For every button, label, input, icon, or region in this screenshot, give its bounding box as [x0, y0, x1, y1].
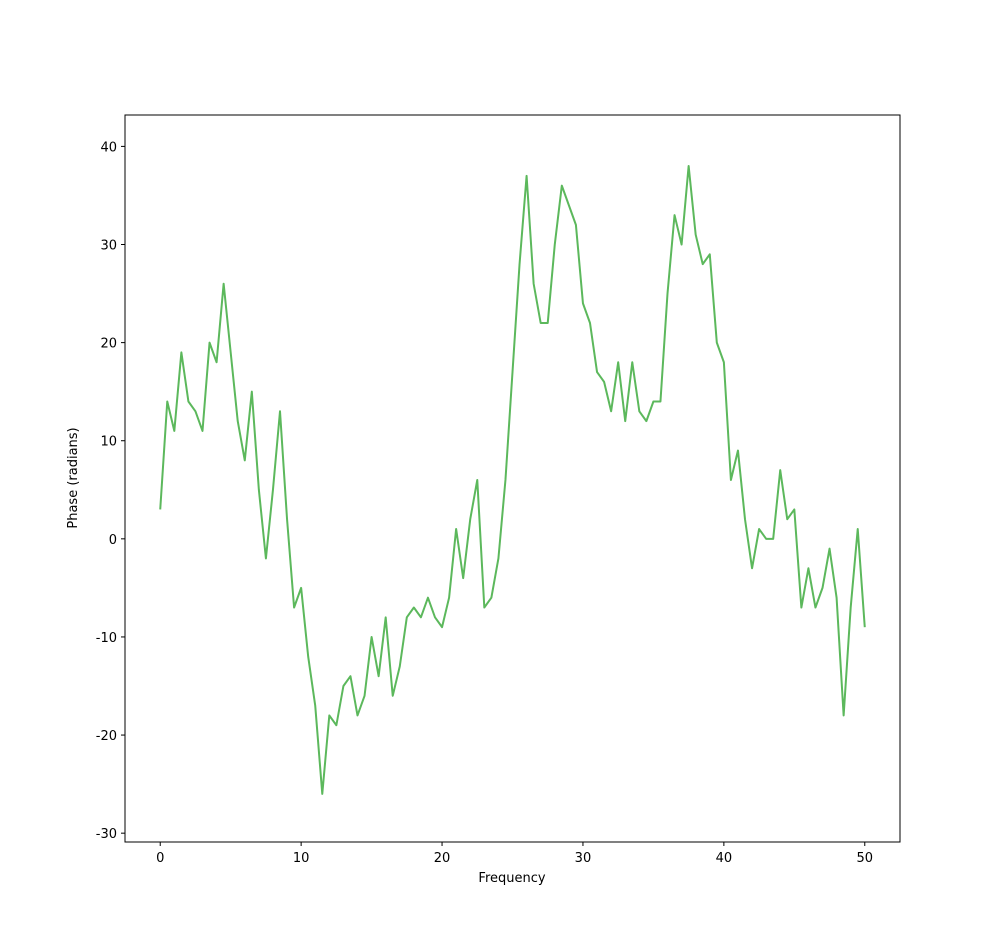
y-tick-label: -10 — [96, 631, 117, 646]
x-axis-label: Frequency — [478, 871, 545, 886]
y-tick-label: 10 — [100, 435, 117, 450]
y-axis-label: Phase (radians) — [66, 427, 81, 528]
line — [159, 165, 866, 795]
x-tick-label: 50 — [856, 851, 873, 866]
x-tick-label: 20 — [434, 851, 451, 866]
plot-frame — [124, 114, 901, 843]
y-tick-label: 40 — [100, 140, 117, 155]
x-tick-label: 0 — [156, 851, 164, 866]
x-tick-label: 30 — [575, 851, 592, 866]
y-tick-label: 0 — [109, 533, 117, 548]
y-tick-label: 20 — [100, 337, 117, 352]
y-tick-label: -30 — [96, 827, 117, 842]
y-tick-label: -20 — [96, 729, 117, 744]
x-tick-label: 10 — [293, 851, 310, 866]
x-tick-label: 40 — [716, 851, 733, 866]
y-tick-label: 30 — [100, 239, 117, 254]
